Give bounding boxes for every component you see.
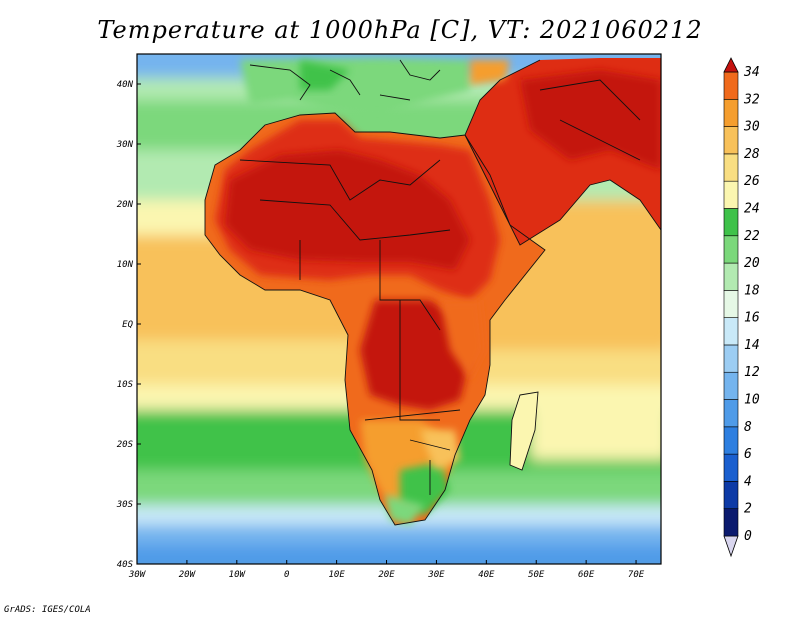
colorbar-segment [723,508,739,537]
colorbar-segment [723,208,739,237]
lon-tick-label: 60E [578,570,595,580]
colorbar-segment [723,453,739,482]
middle-east-land [465,58,661,245]
lon-tick-label: 0 [284,570,289,580]
colorbar-segment [723,399,739,428]
colorbar-label: 0 [744,529,752,544]
colorbar-segment [723,71,739,100]
colorbar-label: 14 [744,338,760,353]
map-title: Temperature at 1000hPa [C], VT: 20210602… [97,16,703,44]
lat-tick-label: 20S [117,440,134,450]
lat-tick-label: 30N [116,140,134,150]
colorbar-label: 30 [743,120,760,135]
lon-tick-label: 20E [378,570,395,580]
lat-tick-label: EQ [122,320,133,330]
grads-credit: GrADS: IGES/COLA [4,605,91,615]
coastlines [204,59,661,526]
madagascar [510,392,538,470]
colorbar-segment [723,180,739,209]
colorbar-label: 18 [744,283,760,298]
colorbar-label: 8 [744,420,752,435]
africa-land [205,113,545,525]
lat-tick-label: 10S [117,380,134,390]
colorbar-segment [723,317,739,346]
colorbar-label: 22 [744,229,760,244]
lon-tick-label: 40E [478,570,495,580]
latitude-tick-labels: 40N 30N 20N 10N EQ 10S 20S 30S 40S [116,80,134,570]
colorbar-segment [723,235,739,264]
axis-tick-marks [136,83,637,565]
colorbar-label: 34 [743,65,760,80]
colorbar-label: 26 [744,174,760,189]
colorbar-label: 2 [744,502,752,517]
lat-tick-label: 40N [117,80,134,90]
temperature-field [137,54,661,564]
lon-tick-label: 70E [628,570,645,580]
colorbar-segment [723,426,739,455]
lon-tick-label: 10W [229,570,247,580]
colorbar-segment [723,98,739,127]
lon-tick-label: 30E [427,570,445,580]
lon-tick-label: 30W [128,570,147,580]
colorbar-label: 6 [744,447,752,462]
colorbar-segment [723,153,739,182]
colorbar-segment [723,290,739,318]
colorbar-segment [723,344,739,373]
colorbar-segment [723,481,739,510]
lat-tick-label: 20N [117,200,134,210]
plot-frame [136,53,662,565]
lon-tick-label: 50E [528,570,545,580]
colorbar-label: 10 [744,393,760,408]
colorbar-label: 12 [744,365,760,380]
colorbar-label: 16 [744,311,760,326]
lon-tick-label: 10E [328,570,345,580]
colorbar-segment [723,126,739,155]
lat-tick-label: 40S [117,560,134,570]
colorbar-label: 20 [744,256,760,271]
lon-tick-label: 20W [179,570,197,580]
colorbar-segment [723,262,739,291]
colorbar-over-triangle [723,57,739,73]
lat-tick-label: 30S [116,500,134,510]
lat-tick-label: 10N [117,260,134,270]
colorbar-label: 4 [744,474,752,489]
colorbar-label: 28 [744,147,760,162]
colorbar-segment [723,371,739,400]
longitude-tick-labels: 30W 20W 10W 0 10E 20E 30E 40E 50E 60E 70E [128,570,645,580]
colorbar-label: 32 [743,92,760,107]
colorbar-label: 24 [744,201,760,216]
colorbar-under-triangle [723,535,739,558]
